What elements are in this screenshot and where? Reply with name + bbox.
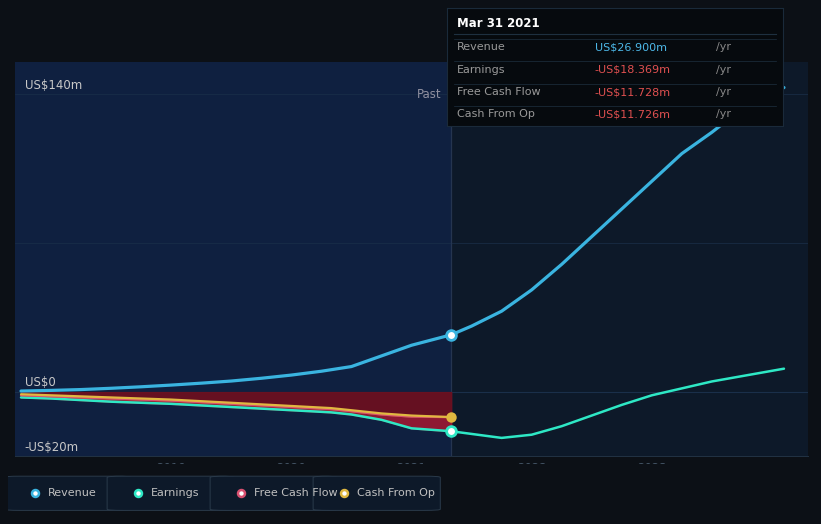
Text: Cash From Op: Cash From Op: [457, 110, 535, 119]
Text: /yr: /yr: [716, 64, 731, 74]
Bar: [15, 62, 452, 456]
Text: Free Cash Flow: Free Cash Flow: [255, 488, 338, 498]
Text: Earnings: Earnings: [151, 488, 200, 498]
Text: -US$20m: -US$20m: [25, 441, 79, 454]
Text: US$140m: US$140m: [25, 79, 82, 92]
FancyBboxPatch shape: [210, 476, 337, 510]
FancyBboxPatch shape: [313, 476, 440, 510]
Text: Earnings: Earnings: [457, 64, 506, 74]
Text: /yr: /yr: [716, 110, 731, 119]
Text: Cash From Op: Cash From Op: [357, 488, 435, 498]
Text: Revenue: Revenue: [457, 42, 506, 52]
Text: US$0: US$0: [25, 376, 55, 389]
FancyBboxPatch shape: [4, 476, 131, 510]
Text: Free Cash Flow: Free Cash Flow: [457, 87, 541, 97]
Text: -US$11.728m: -US$11.728m: [595, 87, 671, 97]
Text: US$26.900m: US$26.900m: [595, 42, 667, 52]
Text: /yr: /yr: [716, 42, 731, 52]
Text: Revenue: Revenue: [48, 488, 97, 498]
FancyBboxPatch shape: [107, 476, 234, 510]
Text: Past: Past: [417, 89, 442, 102]
Text: -US$18.369m: -US$18.369m: [595, 64, 671, 74]
Text: -US$11.726m: -US$11.726m: [595, 110, 671, 119]
Text: Analysts Forecasts: Analysts Forecasts: [466, 89, 576, 102]
Text: Mar 31 2021: Mar 31 2021: [457, 17, 539, 30]
Text: /yr: /yr: [716, 87, 731, 97]
